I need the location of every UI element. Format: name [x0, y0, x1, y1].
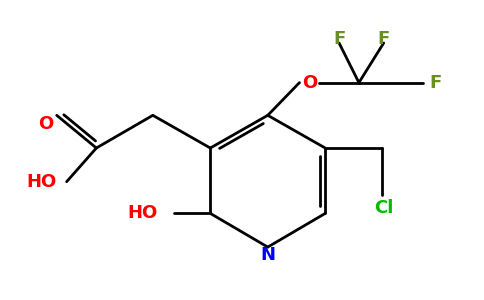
Text: F: F: [378, 30, 390, 48]
Text: HO: HO: [128, 204, 158, 222]
Text: F: F: [333, 30, 345, 48]
Text: F: F: [429, 74, 441, 92]
Text: N: N: [260, 246, 275, 264]
Text: HO: HO: [27, 173, 57, 191]
Text: O: O: [38, 115, 53, 133]
Text: Cl: Cl: [374, 200, 393, 217]
Text: O: O: [302, 74, 317, 92]
